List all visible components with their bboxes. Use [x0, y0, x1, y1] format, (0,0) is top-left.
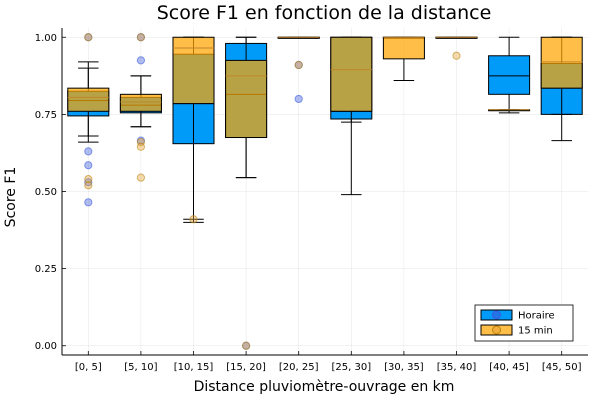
series-layer — [67, 33, 583, 350]
outlier-point — [242, 341, 251, 350]
x-tick-label: [0, 5] — [75, 362, 102, 373]
x-tick-label: [10, 15] — [174, 362, 214, 373]
box-iqr — [225, 59, 268, 139]
box-iqr — [382, 36, 425, 60]
outlier-point — [136, 142, 145, 151]
outlier-point — [84, 161, 93, 170]
outlier-point — [136, 33, 145, 42]
outlier-point — [294, 94, 303, 104]
x-tick-label: [30, 35] — [384, 362, 424, 373]
outlier-point — [84, 178, 93, 187]
legend: Horaire 15 min — [474, 304, 574, 342]
outlier-point — [84, 33, 93, 42]
x-tick-label: [5, 10] — [124, 362, 157, 373]
outlier-point — [452, 51, 461, 60]
legend-label: 15 min — [518, 326, 553, 337]
outlier-point — [84, 147, 93, 156]
legend-label: Horaire — [518, 311, 555, 322]
legend-marker — [492, 325, 501, 335]
x-tick-label: [15, 20] — [226, 362, 266, 373]
legend-marker — [492, 310, 501, 320]
outlier-point — [294, 60, 303, 70]
outlier-point — [84, 181, 93, 190]
box-iqr — [67, 87, 110, 112]
outlier-point — [84, 175, 93, 184]
y-tick-label: 1.00 — [35, 33, 57, 44]
x-tick-label: [45, 50] — [542, 362, 582, 373]
box-iqr — [119, 93, 162, 112]
x-tick-label: [20, 25] — [279, 362, 319, 373]
chart-title: Score F1 en fonction de la distance — [157, 2, 492, 24]
y-tick-label: 0.00 — [35, 341, 57, 352]
y-tick-label: 0.25 — [35, 264, 57, 275]
axes: 0.00 0.25 0.50 0.75 1.00 [0, 5] [5, 10] [10, 15… — [35, 28, 588, 373]
x-tick-label: [25, 30] — [331, 362, 371, 373]
x-tick-label: [40, 45] — [489, 362, 529, 373]
outlier-point — [189, 215, 198, 224]
outlier-point — [136, 56, 145, 65]
y-axis-title: Score F1 — [3, 167, 19, 228]
box-iqr — [330, 36, 373, 112]
box-iqr — [488, 55, 531, 95]
outlier-point — [136, 173, 145, 182]
series-15-min — [67, 33, 583, 350]
y-tick-label: 0.50 — [35, 187, 57, 198]
x-axis-title: Distance pluviomètre-ouvrage en km — [194, 379, 455, 395]
box-iqr — [172, 36, 215, 105]
box-iqr — [540, 36, 583, 89]
x-tick-label: [35, 40] — [437, 362, 477, 373]
outlier-point — [84, 198, 93, 207]
y-tick-label: 0.75 — [35, 110, 57, 121]
